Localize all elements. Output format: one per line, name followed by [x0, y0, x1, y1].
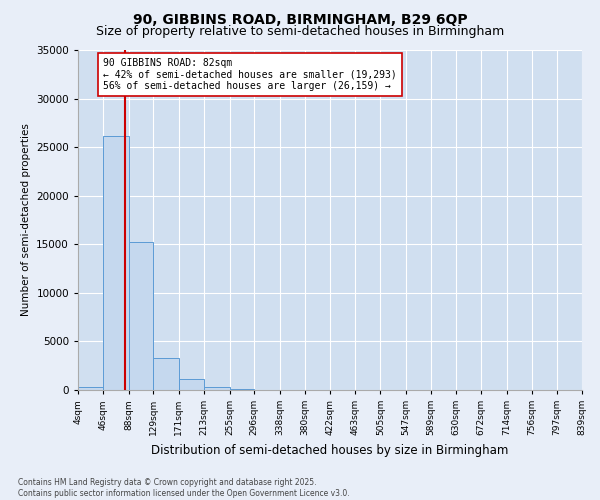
Text: 90, GIBBINS ROAD, BIRMINGHAM, B29 6QP: 90, GIBBINS ROAD, BIRMINGHAM, B29 6QP: [133, 12, 467, 26]
Bar: [154, 358, 179, 390]
Bar: [179, 380, 204, 390]
Text: 90 GIBBINS ROAD: 82sqm
← 42% of semi-detached houses are smaller (19,293)
56% of: 90 GIBBINS ROAD: 82sqm ← 42% of semi-det…: [103, 58, 397, 91]
Text: Size of property relative to semi-detached houses in Birmingham: Size of property relative to semi-detach…: [96, 25, 504, 38]
Y-axis label: Number of semi-detached properties: Number of semi-detached properties: [20, 124, 31, 316]
Bar: [230, 389, 254, 390]
Bar: [103, 136, 129, 390]
Bar: [129, 242, 154, 390]
Bar: [204, 386, 230, 390]
Text: Contains HM Land Registry data © Crown copyright and database right 2025.
Contai: Contains HM Land Registry data © Crown c…: [18, 478, 350, 498]
Bar: [78, 386, 103, 390]
X-axis label: Distribution of semi-detached houses by size in Birmingham: Distribution of semi-detached houses by …: [151, 444, 509, 456]
